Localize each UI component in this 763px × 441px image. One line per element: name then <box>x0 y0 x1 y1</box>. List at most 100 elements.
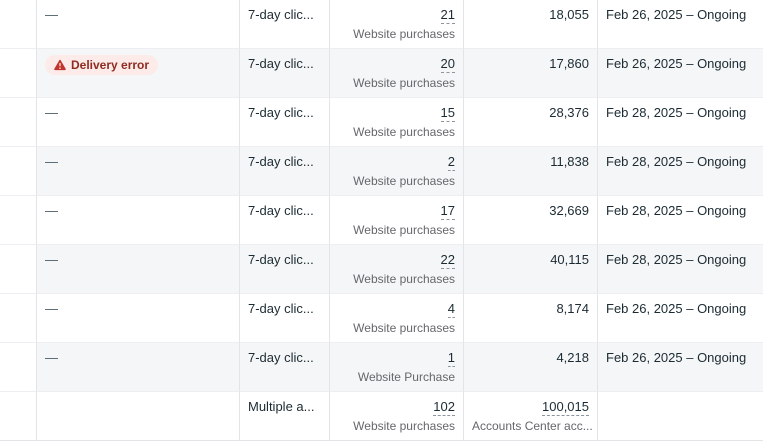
reach-cell: 11,838 <box>464 147 598 196</box>
row-checkbox-cell[interactable] <box>0 49 37 98</box>
results-value[interactable]: 1 <box>447 350 455 367</box>
results-label: Website purchases <box>353 125 455 139</box>
totals-results-cell: 102 Website purchases <box>330 392 464 441</box>
reach-cell: 8,174 <box>464 294 598 343</box>
ends-cell: Feb 26, 2025 – Ongoing <box>598 343 763 392</box>
attribution-cell: 7-day clic... <box>240 98 330 147</box>
reach-cell: 4,218 <box>464 343 598 392</box>
reach-value: 40,115 <box>550 252 589 267</box>
results-cell: 1 Website Purchase <box>330 343 464 392</box>
delivery-status-dash: — <box>45 154 58 169</box>
results-value[interactable]: 20 <box>440 56 455 73</box>
attribution-cell: 7-day clic... <box>240 0 330 49</box>
results-cell: 17 Website purchases <box>330 196 464 245</box>
end-date-text: Feb 28, 2025 – Ongoing <box>606 203 747 218</box>
results-label: Website Purchase <box>357 370 455 384</box>
row-checkbox-cell[interactable] <box>0 0 37 49</box>
totals-attribution-cell: Multiple a... <box>240 392 330 441</box>
results-value[interactable]: 22 <box>440 252 455 269</box>
row-checkbox-cell[interactable] <box>0 294 37 343</box>
results-label: Website purchases <box>353 27 455 41</box>
ends-cell: Feb 28, 2025 – Ongoing <box>598 196 763 245</box>
warning-icon <box>54 59 66 71</box>
table-row[interactable]: — 7-day clic... 4 Website purchases 8,17… <box>0 294 763 343</box>
delivery-cell: — <box>37 147 240 196</box>
results-label: Website purchases <box>353 174 455 188</box>
results-cell: 4 Website purchases <box>330 294 464 343</box>
reach-value: 32,669 <box>549 203 589 218</box>
attribution-cell: 7-day clic... <box>240 147 330 196</box>
attribution-setting-text: 7-day clic... <box>248 56 314 71</box>
delivery-status-dash: — <box>45 203 58 218</box>
totals-reach-cell: 100,015 Accounts Center acc... <box>464 392 598 441</box>
reach-value: 11,838 <box>550 154 589 169</box>
end-date-text: Feb 28, 2025 – Ongoing <box>606 105 747 120</box>
delivery-status-dash: — <box>45 105 58 120</box>
totals-results-value[interactable]: 102 <box>433 399 455 416</box>
results-cell: 22 Website purchases <box>330 245 464 294</box>
table-row[interactable]: — 7-day clic... 17 Website purchases 32,… <box>0 196 763 245</box>
table-row[interactable]: — 7-day clic... 1 Website Purchase 4,218… <box>0 343 763 392</box>
results-value[interactable]: 17 <box>440 203 455 220</box>
table-row[interactable]: — 7-day clic... 21 Website purchases 18,… <box>0 0 763 49</box>
table-row[interactable]: — 7-day clic... 15 Website purchases 28,… <box>0 98 763 147</box>
totals-reach-label: Accounts Center acc... <box>472 419 593 433</box>
end-date-text: Feb 26, 2025 – Ongoing <box>606 56 747 71</box>
delivery-status-dash: — <box>45 350 58 365</box>
row-checkbox-cell[interactable] <box>0 245 37 294</box>
delivery-status-dash: — <box>45 7 58 22</box>
table-row[interactable]: — 7-day clic... 22 Website purchases 40,… <box>0 245 763 294</box>
reach-cell: 18,055 <box>464 0 598 49</box>
attribution-setting-text: 7-day clic... <box>248 7 314 22</box>
row-checkbox-cell[interactable] <box>0 196 37 245</box>
reach-cell: 40,115 <box>464 245 598 294</box>
attribution-setting-text: 7-day clic... <box>248 301 314 316</box>
end-date-text: Feb 28, 2025 – Ongoing <box>606 154 747 169</box>
delivery-error-badge[interactable]: Delivery error <box>45 55 159 75</box>
totals-reach-value[interactable]: 100,015 <box>542 399 589 416</box>
reach-cell: 17,860 <box>464 49 598 98</box>
ends-cell: Feb 26, 2025 – Ongoing <box>598 49 763 98</box>
attribution-setting-text: 7-day clic... <box>248 350 314 365</box>
table-row[interactable]: Delivery error 7-day clic... 20 Website … <box>0 49 763 98</box>
results-label: Website purchases <box>353 76 455 90</box>
table-footer: Multiple a... 102 Website purchases 100,… <box>0 392 763 441</box>
attribution-cell: 7-day clic... <box>240 245 330 294</box>
totals-results-label: Website purchases <box>353 419 455 433</box>
results-cell: 15 Website purchases <box>330 98 464 147</box>
results-value[interactable]: 4 <box>447 301 455 318</box>
table-body: — 7-day clic... 21 Website purchases 18,… <box>0 0 763 392</box>
end-date-text: Feb 28, 2025 – Ongoing <box>606 252 747 267</box>
attribution-setting-text: 7-day clic... <box>248 203 314 218</box>
reach-value: 17,860 <box>549 56 589 71</box>
row-checkbox-cell[interactable] <box>0 343 37 392</box>
reach-value: 4,218 <box>556 350 589 365</box>
reach-value: 8,174 <box>556 301 589 316</box>
attribution-cell: 7-day clic... <box>240 343 330 392</box>
row-checkbox-cell[interactable] <box>0 98 37 147</box>
results-value[interactable]: 2 <box>447 154 455 171</box>
reach-value: 28,376 <box>549 105 589 120</box>
totals-row: Multiple a... 102 Website purchases 100,… <box>0 392 763 441</box>
table-row[interactable]: — 7-day clic... 2 Website purchases 11,8… <box>0 147 763 196</box>
attribution-cell: 7-day clic... <box>240 294 330 343</box>
delivery-cell: — <box>37 0 240 49</box>
totals-checkbox-cell <box>0 392 37 441</box>
results-value[interactable]: 15 <box>440 105 455 122</box>
results-value[interactable]: 21 <box>440 7 455 24</box>
delivery-cell: — <box>37 196 240 245</box>
end-date-text: Feb 26, 2025 – Ongoing <box>606 350 747 365</box>
attribution-cell: 7-day clic... <box>240 49 330 98</box>
totals-ends-cell <box>598 392 763 441</box>
ends-cell: Feb 28, 2025 – Ongoing <box>598 98 763 147</box>
row-checkbox-cell[interactable] <box>0 147 37 196</box>
delivery-error-label: Delivery error <box>71 58 150 72</box>
totals-attribution-text: Multiple a... <box>248 399 315 414</box>
attribution-setting-text: 7-day clic... <box>248 252 314 267</box>
attribution-setting-text: 7-day clic... <box>248 105 314 120</box>
ends-cell: Feb 28, 2025 – Ongoing <box>598 245 763 294</box>
delivery-cell: — <box>37 294 240 343</box>
end-date-text: Feb 26, 2025 – Ongoing <box>606 7 747 22</box>
